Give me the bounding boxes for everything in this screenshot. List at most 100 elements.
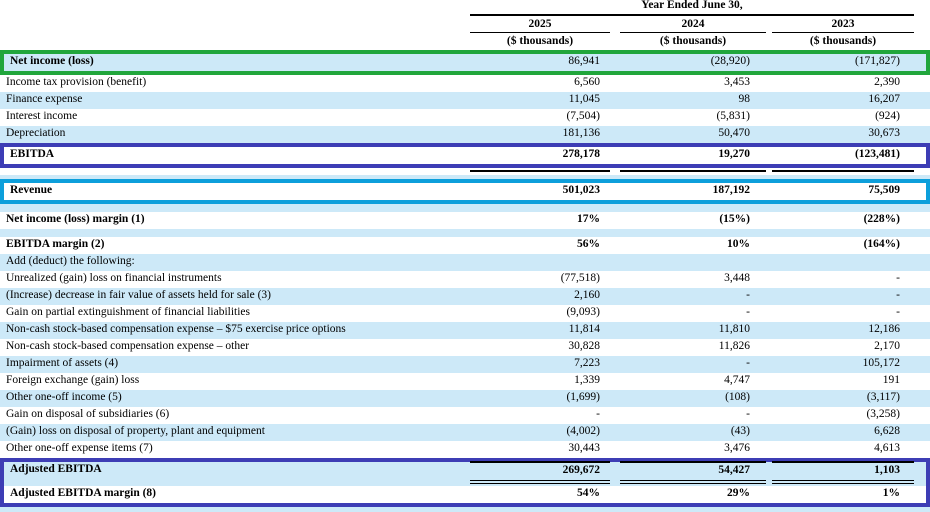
value-2024: 3,453 [724,76,750,89]
row-ebitda: EBITDA 278,178 19,270 (123,481) [4,146,926,164]
row-disposal-ppe: (Gain) loss on disposal of property, pla… [0,423,930,441]
row-label: EBITDA [10,149,55,161]
year-header-2025: 2025 [470,16,610,33]
value-2024: 11,810 [718,323,750,336]
value-2024: 19,270 [718,148,750,161]
row-stock-comp-other: Non-cash stock-based compensation expens… [0,338,930,356]
value-2023: 1,103 [772,461,914,479]
value-2025: 278,178 [562,148,600,161]
value-2025: (4,002) [566,425,600,438]
value-2024: (28,920) [710,55,750,68]
value-2024: 187,192 [712,184,750,197]
value-2025: 181,136 [562,127,600,140]
row-net-income-margin: Net income (loss) margin (1) 17% (15%) (… [0,211,930,229]
value-2025: 6,560 [574,76,600,89]
value-2025: (7,504) [566,110,600,123]
row-interest-income: Interest income (7,504) (5,831) (924) [0,108,930,126]
stripe-band [0,228,930,237]
value-2025: 501,023 [562,184,600,197]
value-2023: - [896,289,900,302]
period-header: Year Ended June 30, [470,0,914,16]
highlight-box-adjusted-ebitda: Adjusted EBITDA 269,672 54,427 1,103 Adj… [0,457,930,507]
value-2023: 30,673 [868,127,900,140]
value-2023: (3,258) [866,408,900,421]
value-2025: (77,518) [560,272,600,285]
value-2023: (3,117) [866,391,900,404]
value-2023: (171,827) [854,55,900,68]
value-2025: 30,828 [568,340,600,353]
underline-segment [470,170,610,172]
row-label: Interest income [6,111,78,123]
row-finance-expense: Finance expense 11,045 98 16,207 [0,91,930,109]
value-2023: 12,186 [868,323,900,336]
row-label: Impairment of assets (4) [6,358,119,370]
value-2024: (15%) [719,213,750,226]
value-2023: 75,509 [868,184,900,197]
row-label: Income tax provision (benefit) [6,77,147,89]
value-2024: - [746,306,750,319]
value-2023: 2,170 [874,340,900,353]
value-2025: (1,699) [566,391,600,404]
value-2023: 6,628 [874,425,900,438]
ebitda-subtotal-underline [0,167,930,175]
row-revenue: Revenue 501,023 187,192 75,509 [4,182,926,200]
value-2023: (228%) [863,213,900,226]
row-label: Non-cash stock-based compensation expens… [6,341,250,353]
unit-header-2023: ($ thousands) [809,35,877,47]
row-label: Gain on partial extinguishment of financ… [6,307,250,319]
row-label: Foreign exchange (gain) loss [6,375,140,387]
value-2025: 269,672 [470,461,610,479]
value-2025: - [596,408,600,421]
value-2023: (924) [875,110,900,123]
value-2024: (5,831) [716,110,750,123]
row-label: (Increase) decrease in fair value of ass… [6,290,271,302]
row-impairment: Impairment of assets (4) 7,223 - 105,172 [0,355,930,373]
value-2024: - [746,289,750,302]
value-2023: - [896,306,900,319]
stripe-band [0,506,930,512]
row-label: Other one-off expense items (7) [6,443,153,455]
value-2024: 4,747 [724,374,750,387]
value-2024: - [746,357,750,370]
row-label: Add (deduct) the following: [6,256,135,268]
row-label: (Gain) loss on disposal of property, pla… [6,426,265,438]
value-2025: 7,223 [574,357,600,370]
value-2024: 29% [727,487,750,500]
period-header-row: Year Ended June 30, [0,0,930,16]
row-net-income: Net income (loss) 86,941 (28,920) (171,8… [4,53,926,71]
value-2024: 3,476 [724,442,750,455]
row-depreciation: Depreciation 181,136 50,470 30,673 [0,125,930,143]
value-2025: 17% [577,213,600,226]
unit-header-2025: ($ thousands) [506,35,574,47]
highlight-box-revenue: Revenue 501,023 187,192 75,509 [0,178,930,204]
row-extinguishment-liabilities: Gain on partial extinguishment of financ… [0,304,930,322]
row-other-one-off-expense: Other one-off expense items (7) 30,443 3… [0,440,930,458]
row-label: Depreciation [6,128,66,140]
value-2024: 54,427 [620,461,766,479]
value-2024: 50,470 [718,127,750,140]
row-label: Net income (loss) margin (1) [6,214,145,226]
value-2024: 10% [727,238,750,251]
row-income-tax: Income tax provision (benefit) 6,560 3,4… [0,74,930,92]
underline-segment [620,170,766,172]
underline-segment [772,170,914,172]
row-label: Adjusted EBITDA [10,464,102,476]
row-label: Gain on disposal of subsidiaries (6) [6,409,170,421]
adjusted-ebitda-double-underline [4,478,926,486]
year-header-row: 2025 2024 2023 [0,16,930,33]
unit-header-row: ($ thousands) ($ thousands) ($ thousands… [0,33,930,50]
value-2023: (123,481) [854,148,900,161]
value-2024: - [746,408,750,421]
value-2024: (43) [730,425,750,438]
row-unrealized-gain-loss: Unrealized (gain) loss on financial inst… [0,270,930,288]
stripe-band [0,203,930,212]
value-2023: 16,207 [868,93,900,106]
value-2025: 11,045 [568,93,600,106]
value-2025: 2,160 [574,289,600,302]
year-header-2024: 2024 [620,16,766,33]
value-2025: (9,093) [566,306,600,319]
stripe-band [0,174,930,179]
value-2023: 1% [882,487,900,500]
value-2023: (164%) [863,238,900,251]
row-label: Revenue [10,185,53,197]
